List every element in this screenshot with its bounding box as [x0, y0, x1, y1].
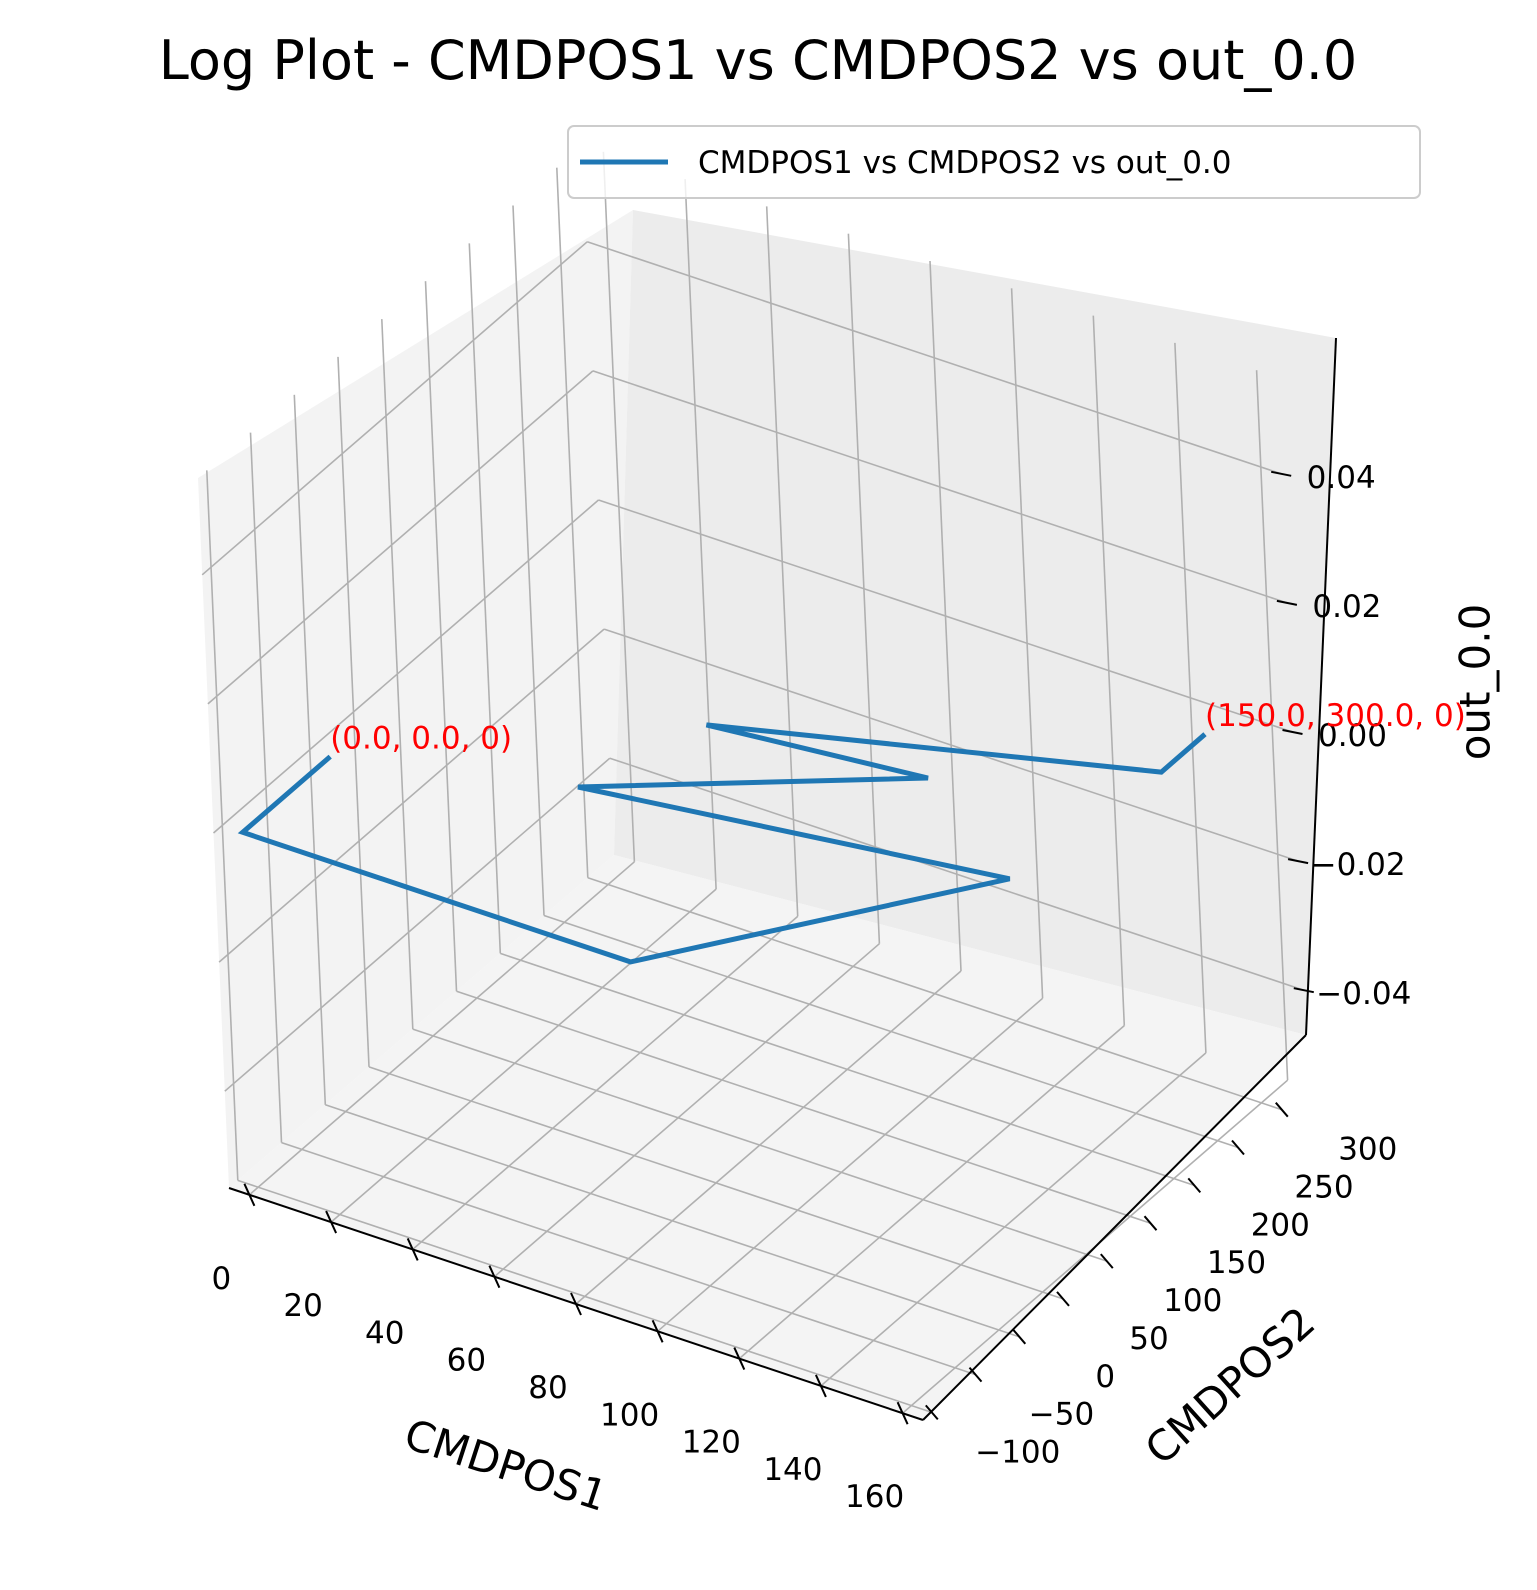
x-gridline: [412, 915, 799, 1251]
x-tick-label: 20: [283, 1288, 322, 1324]
annotations: (0.0, 0.0, 0) (150.0, 300.0, 0): [330, 698, 1466, 756]
z-tick: [1276, 599, 1298, 606]
axes: 020406080100120140160−100−50050100150200…: [212, 337, 1411, 1515]
x-gridline: [820, 1052, 1207, 1387]
z-tick: [1287, 858, 1309, 865]
y-tick: [1100, 1253, 1114, 1269]
x-axis-label: CMDPOS1: [399, 1409, 614, 1520]
legend-entry: CMDPOS1 vs CMDPOS2 vs out_0.0: [698, 145, 1232, 181]
y-tick-label: 0: [1095, 1359, 1115, 1395]
x-tick-label: 140: [763, 1452, 822, 1488]
x-tick: [814, 1374, 827, 1398]
point-annotation: (150.0, 300.0, 0): [1205, 698, 1466, 734]
y-axis-line: [922, 1034, 1307, 1421]
y-tick-label: 300: [1338, 1132, 1397, 1168]
y-tick-label: −50: [1029, 1397, 1094, 1433]
series-line: [237, 722, 1207, 965]
y-tick: [1056, 1291, 1070, 1307]
z-tick-label: −0.04: [1316, 976, 1411, 1012]
x-tick: [896, 1401, 909, 1425]
x-gridline: [248, 861, 635, 1196]
x-gridline: [330, 888, 717, 1223]
y-tick: [1275, 1102, 1289, 1118]
data-series: [237, 722, 1207, 965]
z-tick-label: 0.00: [1318, 718, 1387, 754]
x-gridline: [657, 997, 1044, 1332]
x-tick: [651, 1319, 664, 1343]
y-gridline: [281, 1141, 976, 1376]
z-tick: [1293, 987, 1314, 994]
z-gridline: [609, 757, 1305, 991]
legend: CMDPOS1 vs CMDPOS2 vs out_0.0: [567, 125, 1421, 199]
x-tick: [570, 1292, 582, 1316]
x-gridline: [493, 943, 880, 1278]
x-tick: [243, 1183, 256, 1207]
y-tick-label: 250: [1294, 1170, 1353, 1206]
y-tick: [1012, 1329, 1027, 1345]
z-gridline: [207, 370, 594, 705]
y-tick: [1187, 1177, 1202, 1194]
y-gridline: [587, 876, 1283, 1111]
chart-title: Log Plot - CMDPOS1 vs CMDPOS2 vs out_0.0: [159, 29, 1358, 92]
x-tick: [488, 1265, 501, 1289]
y-tick-label: 150: [1207, 1245, 1266, 1281]
y-tick-label: −100: [975, 1434, 1060, 1470]
x-tick-label: 0: [212, 1261, 232, 1297]
z-tick-label: −0.02: [1311, 847, 1406, 883]
x-tick-label: 80: [528, 1370, 567, 1406]
z-tick: [1282, 729, 1303, 735]
y-gridline: [412, 1028, 1108, 1262]
x-tick-label: 120: [682, 1425, 741, 1461]
x-tick: [325, 1210, 338, 1234]
grid-lines: [201, 151, 1305, 1414]
z-gridline: [218, 628, 605, 963]
y-tick: [1231, 1139, 1245, 1156]
y-tick: [1143, 1215, 1158, 1231]
z-axis-line: [1305, 337, 1337, 1036]
z-gridline: [212, 499, 600, 834]
y-gridline: [500, 952, 1195, 1187]
z-tick-label: 0.04: [1307, 460, 1376, 496]
x-tick-label: 100: [600, 1397, 659, 1433]
z-tick: [1271, 470, 1292, 477]
z-axis-label: out_0.0: [1451, 604, 1500, 761]
x-tick-label: 40: [365, 1315, 404, 1351]
x-tick: [406, 1237, 419, 1261]
y-tick: [968, 1366, 983, 1383]
y-gridline: [237, 1179, 933, 1414]
y-tick-label: 200: [1251, 1207, 1310, 1243]
y-gridline: [325, 1104, 1020, 1338]
z-gridline: [586, 241, 1282, 475]
z-gridline: [201, 241, 588, 576]
x-tick-label: 60: [447, 1343, 486, 1379]
y-tick: [925, 1404, 939, 1421]
z-gridline: [598, 499, 1293, 733]
y-gridline: [456, 990, 1151, 1224]
y-tick-label: 100: [1163, 1283, 1222, 1319]
x-gridline: [738, 1024, 1125, 1360]
y-gridline: [368, 1066, 1064, 1300]
z-gridline: [603, 628, 1299, 862]
plot-panes: [198, 210, 1336, 1420]
point-annotation: (0.0, 0.0, 0): [330, 721, 512, 757]
z-gridline: [592, 370, 1288, 604]
x-tick: [733, 1347, 746, 1371]
z-gridline: [224, 757, 611, 1092]
y-tick-label: 50: [1129, 1321, 1168, 1357]
x-gridline: [575, 970, 962, 1305]
z-tick-label: 0.02: [1312, 589, 1381, 625]
x-tick-label: 160: [845, 1479, 904, 1515]
legend-box: [567, 125, 1421, 199]
